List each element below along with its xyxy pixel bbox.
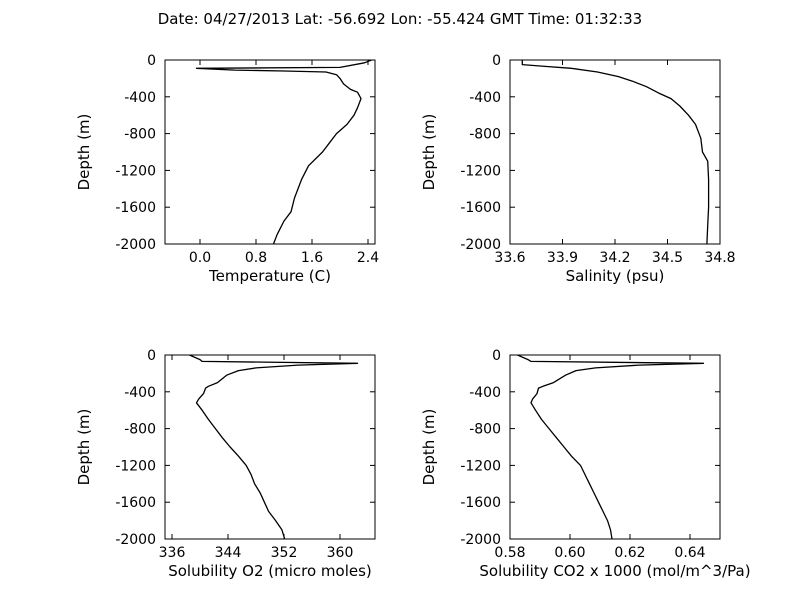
figure-title: Date: 04/27/2013 Lat: -56.692 Lon: -55.4… <box>158 10 642 28</box>
salinity-ytick-label: -2000 <box>460 237 501 253</box>
salinity-ytick-label: -800 <box>469 127 501 143</box>
o2-solubility-xlabel: Solubility O2 (micro moles) <box>168 562 372 580</box>
o2-solubility-ytick-label: -1200 <box>115 458 156 474</box>
o2-solubility-xtick-label: 352 <box>271 545 298 561</box>
temperature-ylabel: Depth (m) <box>75 114 93 191</box>
salinity-xtick-label: 33.9 <box>547 250 578 266</box>
temperature-xtick-label: 0.8 <box>245 250 267 266</box>
temperature-ytick-label: -800 <box>124 127 156 143</box>
salinity-xtick-label: 33.6 <box>494 250 525 266</box>
temperature-axes-frame <box>164 59 376 245</box>
salinity-xtick-label: 34.2 <box>599 250 630 266</box>
o2-solubility-ytick-label: -400 <box>124 385 156 401</box>
o2-solubility-ytick-label: -800 <box>124 422 156 438</box>
co2-solubility-xlabel: Solubility CO2 x 1000 (mol/m^3/Pa) <box>479 562 750 580</box>
panels-group: 0.0 0.8 1.6 2.4 0 -400 -800 -1200 -1600 -2000 Temp… <box>75 53 751 580</box>
temperature-ytick-label: 0 <box>147 53 156 69</box>
temperature-ytick-label: -1200 <box>115 163 156 179</box>
o2-solubility-xtick-label: 336 <box>159 545 186 561</box>
o2-solubility-ytick-label: 0 <box>147 348 156 364</box>
salinity-xtick-label: 34.8 <box>704 250 735 266</box>
co2-solubility-axes-frame <box>509 354 721 540</box>
o2-solubility-xtick-label: 360 <box>327 545 354 561</box>
co2-solubility-ylabel: Depth (m) <box>420 409 438 486</box>
co2-solubility-ytick-label: -800 <box>469 422 501 438</box>
o2-solubility-ytick-label: -2000 <box>115 532 156 548</box>
salinity-xlabel: Salinity (psu) <box>566 267 665 285</box>
o2-solubility-panel: 336 344 352 360 0 -400 -800 -1200 -1600 -2000 Solu… <box>75 348 376 580</box>
salinity-ytick-label: -400 <box>469 90 501 106</box>
salinity-ytick-label: -1200 <box>460 163 501 179</box>
salinity-ytick-label: 0 <box>492 53 501 69</box>
temperature-ytick-label: -400 <box>124 90 156 106</box>
o2-solubility-axes-frame <box>164 354 376 540</box>
co2-solubility-ytick-label: -400 <box>469 385 501 401</box>
co2-solubility-xtick-label: 0.58 <box>494 545 525 561</box>
co2-solubility-ytick-label: 0 <box>492 348 501 364</box>
temperature-xtick-label: 0.0 <box>189 250 211 266</box>
o2-solubility-ylabel: Depth (m) <box>75 409 93 486</box>
co2-solubility-xtick-label: 0.60 <box>554 545 585 561</box>
o2-solubility-ytick-label: -1600 <box>115 495 156 511</box>
salinity-profile-line <box>521 60 710 244</box>
salinity-ytick-label: -1600 <box>460 200 501 216</box>
salinity-xtick-label: 34.5 <box>652 250 683 266</box>
co2-solubility-ytick-label: -1200 <box>460 458 501 474</box>
temperature-profile-line <box>195 60 372 244</box>
temperature-xtick-label: 2.4 <box>357 250 379 266</box>
o2-solubility-xtick-label: 344 <box>215 545 242 561</box>
co2-solubility-panel: 0.58 0.60 0.62 0.64 0 -400 -800 -1200 -1600 -2000… <box>420 348 751 580</box>
salinity-ylabel: Depth (m) <box>420 114 438 191</box>
salinity-axes-frame <box>509 59 721 245</box>
co2-solubility-profile-line <box>517 355 705 539</box>
temperature-xlabel: Temperature (C) <box>208 267 331 285</box>
temperature-panel: 0.0 0.8 1.6 2.4 0 -400 -800 -1200 -1600 -2000 Temp… <box>75 53 379 285</box>
co2-solubility-ytick-label: -1600 <box>460 495 501 511</box>
temperature-ytick-label: -1600 <box>115 200 156 216</box>
temperature-xtick-label: 1.6 <box>301 250 323 266</box>
temperature-ytick-label: -2000 <box>115 237 156 253</box>
co2-solubility-xtick-label: 0.64 <box>674 545 705 561</box>
co2-solubility-xtick-label: 0.62 <box>614 545 645 561</box>
co2-solubility-ytick-label: -2000 <box>460 532 501 548</box>
salinity-panel: 33.6 33.9 34.2 34.5 34.8 0 -400 -800 -1200 -1600 -… <box>420 53 736 285</box>
o2-solubility-profile-line <box>189 355 359 539</box>
